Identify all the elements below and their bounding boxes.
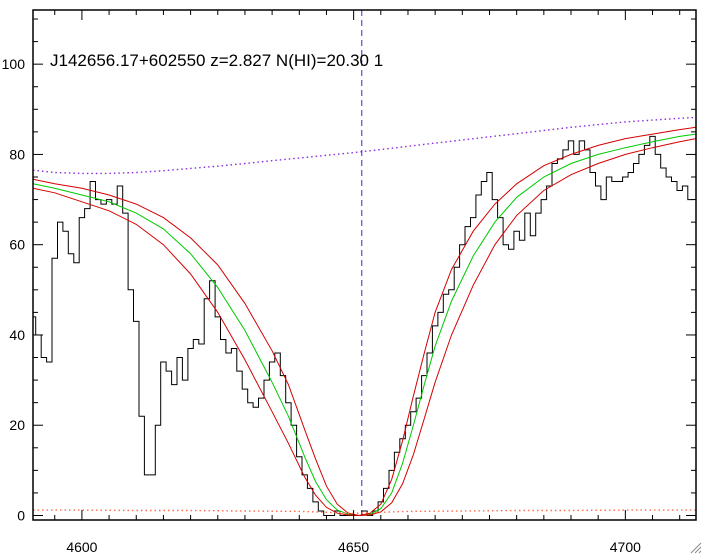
- y-tick-label: 100: [2, 56, 26, 72]
- x-tick-label: 4600: [66, 539, 97, 555]
- y-tick-label: 80: [9, 146, 25, 162]
- y-tick-label: 60: [9, 237, 25, 253]
- chart-title: J142656.17+602550 z=2.827 N(HI)=20.30 1: [50, 51, 383, 70]
- y-tick-label: 40: [9, 327, 25, 343]
- fit-center-line: [33, 133, 696, 517]
- x-tick-label: 4650: [338, 539, 369, 555]
- tick-layer: 4600 4650 4700 0 20 40 60 80 100: [2, 10, 696, 555]
- y-tick-label: 0: [17, 507, 25, 523]
- x-tick-label: 4700: [610, 539, 641, 555]
- plot-frame: [32, 9, 697, 521]
- resize-grip-icon[interactable]: [690, 542, 702, 554]
- continuum-line: [33, 116, 696, 175]
- fit-lower-line: [33, 138, 696, 517]
- y-tick-label: 20: [9, 417, 25, 433]
- fit-upper-line: [33, 126, 696, 517]
